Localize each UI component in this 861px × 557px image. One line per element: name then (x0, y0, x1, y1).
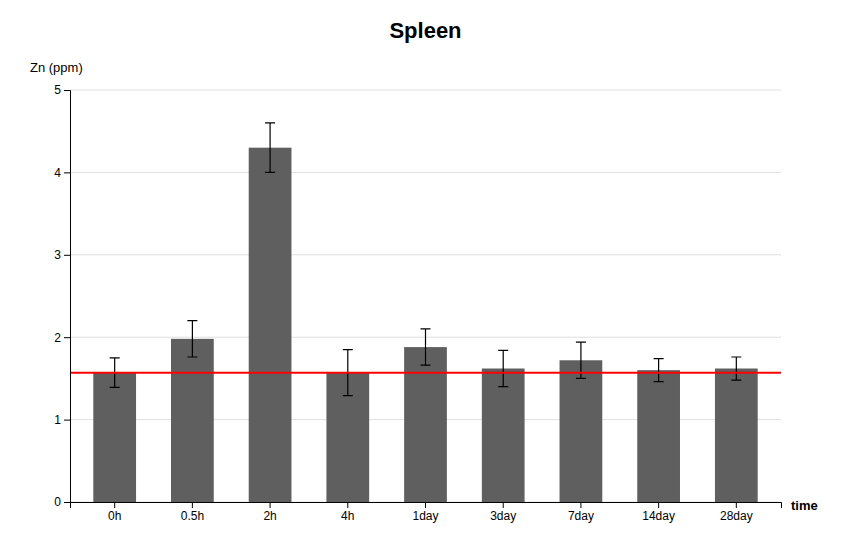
x-tick-mark (425, 502, 426, 508)
y-tick-label: 0 (54, 495, 61, 509)
x-tick: 4h (341, 502, 354, 523)
y-tick: 4 (54, 166, 70, 180)
title: Spleen (389, 18, 461, 43)
bar (715, 369, 758, 502)
x-tick-label: 2h (263, 509, 276, 523)
x-tick-label: 1day (412, 509, 438, 523)
grid-line (70, 90, 781, 91)
x-tick-label: 4h (341, 509, 354, 523)
y-tick-mark (64, 90, 70, 91)
x-tick-label: 0.5h (181, 509, 204, 523)
y-axis: 0 1 2 3 4 5 (54, 83, 70, 509)
error-bar (498, 350, 508, 386)
y-tick-label: 3 (54, 248, 61, 262)
x-tick-mark (270, 502, 271, 508)
y-tick-label: 2 (54, 331, 61, 345)
error-bar (265, 123, 275, 172)
x-tick: 1day (412, 502, 438, 523)
error-bar (654, 359, 664, 382)
axis-line (64, 91, 71, 503)
y-tick: 3 (54, 248, 70, 262)
y-axis-label: Zn (ppm) (30, 60, 83, 75)
grid-line (70, 172, 781, 173)
bar (93, 373, 136, 502)
y-tick-mark (64, 502, 70, 503)
error-bar (187, 321, 197, 357)
y-tick-mark (64, 172, 70, 173)
bar (482, 369, 525, 502)
x-tick-label: 3day (490, 509, 516, 523)
bar (249, 148, 292, 502)
bar (560, 360, 603, 502)
x-tick: 28day (720, 502, 753, 523)
y-tick-mark (64, 255, 70, 256)
bar (637, 370, 680, 502)
axis-line (71, 503, 782, 509)
x-tick: 0h (108, 502, 121, 523)
x-tick-mark (658, 502, 659, 508)
x-tick-label: 28day (720, 509, 753, 523)
x-tick-label: 14day (642, 509, 675, 523)
y-tick: 5 (54, 83, 70, 97)
x-tick-mark (580, 502, 581, 508)
y-tick-mark (64, 337, 70, 338)
x-tick: 2h (263, 502, 276, 523)
plot: 0h 0.5h 2h 4h 1day 3day 7day 14day 28day 0 1 2 3 4 5 (54, 83, 781, 522)
y-tick: 1 (54, 413, 70, 427)
x-tick: 3day (490, 502, 516, 523)
x-tick: 7day (568, 502, 594, 523)
x-tick-label: 7day (568, 509, 594, 523)
x-tick-mark (503, 502, 504, 508)
x-tick-label: 0h (108, 509, 121, 523)
y-tick: 0 (54, 495, 70, 509)
x-axis-label: time (791, 498, 818, 513)
grid-line (70, 254, 781, 255)
y-tick-label: 1 (54, 413, 61, 427)
x-tick: 14day (642, 502, 675, 523)
bar (171, 339, 214, 502)
grid (70, 90, 781, 502)
marks (70, 123, 781, 502)
error-bar (421, 329, 431, 365)
x-axis: 0h 0.5h 2h 4h 1day 3day 7day 14day 28day (71, 502, 782, 523)
y-tick-label: 5 (54, 83, 61, 97)
error-bar (731, 357, 741, 380)
x-tick-mark (347, 502, 348, 508)
chart: 0h 0.5h 2h 4h 1day 3day 7day 14day 28day 0 1 2 3 4 5 Sp… (0, 0, 861, 557)
reference-line (70, 372, 781, 374)
x-tick: 0.5h (181, 502, 204, 523)
x-tick-mark (192, 502, 193, 508)
y-tick-mark (64, 420, 70, 421)
x-tick-mark (736, 502, 737, 508)
bar (404, 347, 447, 502)
y-tick: 2 (54, 331, 70, 345)
x-tick-mark (114, 502, 115, 508)
y-tick-label: 4 (54, 166, 61, 180)
